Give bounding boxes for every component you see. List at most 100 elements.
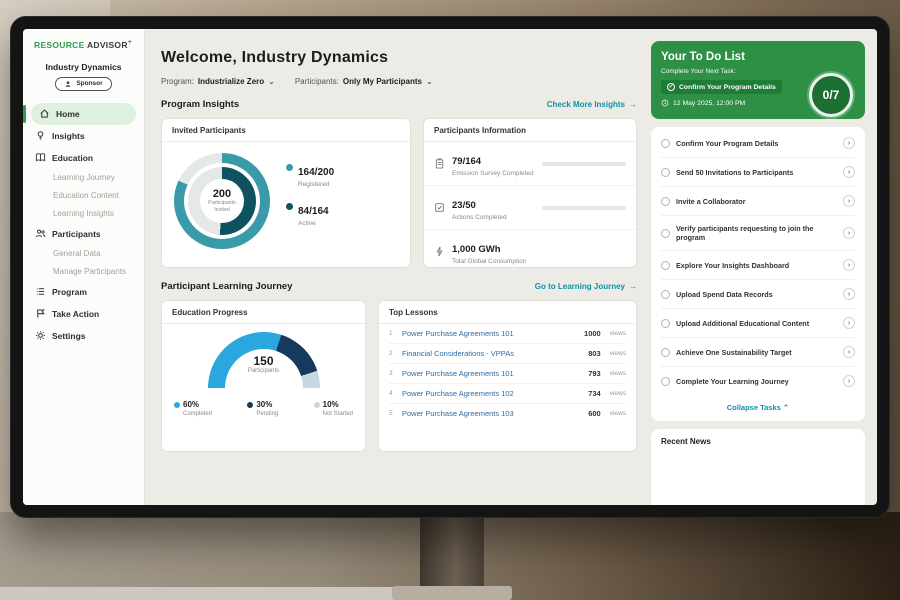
task-row[interactable]: Upload Spend Data Records › — [661, 280, 855, 309]
chevron-down-icon: ⌄ — [268, 77, 275, 86]
legend-label: Active — [298, 220, 316, 227]
lesson-rank: 1 — [389, 330, 393, 337]
caret-up-icon: ⌃ — [782, 403, 790, 412]
nav-label: Insights — [52, 130, 85, 141]
task-checkbox[interactable] — [661, 228, 670, 238]
sponsor-label: Sponsor — [76, 80, 103, 88]
energy-bolt-icon — [436, 246, 443, 257]
legend-pct: 10% — [322, 400, 339, 409]
sidebar-item-manage-participants[interactable]: Manage Participants — [53, 267, 126, 277]
chevron-right-icon[interactable]: › — [843, 288, 855, 300]
todo-progress-value: 0/7 — [822, 88, 840, 102]
task-checkbox[interactable] — [661, 196, 670, 206]
sidebar-item-participants[interactable]: Participants — [23, 223, 144, 245]
sidebar-item-education[interactable]: Education — [23, 147, 144, 169]
lesson-link[interactable]: Power Purchase Agreements 103 — [402, 409, 514, 418]
task-row[interactable]: Send 50 Invitations to Participants › — [661, 158, 855, 187]
sidebar-item-program[interactable]: Program — [23, 281, 144, 303]
stat-row: 1,000 GWh Total Global Consumption — [424, 230, 636, 267]
person-icon — [65, 81, 71, 87]
task-label: Upload Additional Educational Content — [676, 318, 810, 328]
lesson-link[interactable]: Financial Considerations - VPPAs — [402, 349, 514, 358]
task-checkbox[interactable] — [661, 167, 670, 177]
chevron-right-icon[interactable]: › — [843, 317, 855, 329]
check-more-insights-link[interactable]: Check More Insights → — [547, 100, 637, 109]
sidebar-item-learning-journey[interactable]: Learning Journey — [53, 173, 115, 183]
participants-dropdown[interactable]: Participants: Only My Participants ⌄ — [295, 77, 433, 86]
lesson-link[interactable]: Power Purchase Agreements 101 — [402, 329, 514, 338]
task-checkbox[interactable] — [661, 347, 670, 357]
filters-row: Program: Industrialize Zero ⌄ Participan… — [161, 77, 637, 86]
chevron-right-icon[interactable]: › — [843, 227, 855, 239]
nav-label: Education — [52, 152, 94, 163]
chevron-right-icon[interactable]: › — [843, 195, 855, 207]
stat-label: Emission Survey Completed — [452, 169, 534, 177]
chevron-right-icon[interactable]: › — [843, 166, 855, 178]
participants-label: Participants: — [294, 77, 339, 86]
sidebar-item-general-data[interactable]: General Data — [53, 249, 101, 259]
right-panel: Your To Do List Complete Your Next Task:… — [651, 29, 877, 505]
lesson-link[interactable]: Power Purchase Agreements 101 — [402, 369, 514, 378]
progress-bar — [542, 161, 626, 166]
stat-value: 23/50 — [452, 199, 476, 211]
collapse-tasks-link[interactable]: Collapse Tasks ⌃ — [661, 395, 855, 419]
gauge-label: Participants — [247, 368, 280, 374]
task-row[interactable]: Complete Your Learning Journey › — [661, 367, 855, 395]
lesson-row: 5 Power Purchase Agreements 103 600 view… — [389, 404, 626, 423]
task-label: Upload Spend Data Records — [676, 289, 773, 299]
donut-legend: 164/200 Registered 84/164 Active — [286, 162, 334, 240]
lesson-rank: 2 — [389, 350, 393, 357]
task-checkbox[interactable] — [661, 376, 670, 386]
task-label: Invite a Collaborator — [676, 196, 746, 206]
chevron-right-icon[interactable]: › — [843, 259, 855, 271]
invited-participants-card: Invited Participants 200 Participants In… — [161, 118, 411, 268]
lesson-views-word: views — [609, 350, 626, 357]
participants-value: Only My Participants — [342, 77, 423, 86]
nav-label: Program — [52, 286, 87, 297]
task-checkbox[interactable] — [661, 289, 670, 299]
legend-item: 84/164 Active — [286, 201, 334, 227]
task-label: Achieve One Sustainability Target — [676, 347, 792, 357]
brand-logo: RESOURCE ADVISOR+ — [23, 39, 144, 50]
donut-center-label: Participants Invited — [208, 200, 236, 213]
legend-dot — [286, 164, 293, 171]
chevron-right-icon[interactable]: › — [843, 375, 855, 387]
organization-name: Industry Dynamics — [45, 61, 122, 72]
stat-label: Total Global Consumption — [452, 257, 527, 265]
task-row[interactable]: Achieve One Sustainability Target › — [661, 338, 855, 367]
due-time-label: 12 May 2025, 12:00 PM — [673, 99, 746, 107]
task-checkbox[interactable] — [661, 260, 670, 270]
chevron-right-icon[interactable]: › — [843, 346, 855, 358]
task-row[interactable]: Explore Your Insights Dashboard › — [661, 251, 855, 280]
sidebar-item-settings[interactable]: Settings — [23, 325, 144, 347]
next-task-pill[interactable]: ✓ Confirm Your Program Details — [661, 80, 782, 94]
nav-label: Take Action — [52, 308, 100, 319]
lesson-views-word: views — [609, 330, 626, 337]
sidebar-item-take-action[interactable]: Take Action — [23, 303, 144, 325]
lesson-views: 600 — [588, 409, 601, 418]
legend-value: 84/164 — [298, 206, 329, 217]
lesson-views-word: views — [609, 370, 626, 377]
lesson-link[interactable]: Power Purchase Agreements 102 — [402, 389, 514, 398]
link-label: Go to Learning Journey — [534, 282, 625, 291]
todo-progress-ring: 0/7 — [809, 73, 853, 117]
go-to-learning-journey-link[interactable]: Go to Learning Journey → — [535, 282, 637, 291]
sidebar-item-insights[interactable]: Insights — [23, 125, 144, 147]
task-checkbox[interactable] — [661, 318, 670, 328]
task-row[interactable]: Upload Additional Educational Content › — [661, 309, 855, 338]
task-checkbox[interactable] — [661, 138, 670, 148]
program-dropdown[interactable]: Program: Industrialize Zero ⌄ — [161, 77, 275, 86]
task-row[interactable]: Invite a Collaborator › — [661, 187, 855, 216]
chevron-right-icon[interactable]: › — [843, 137, 855, 149]
legend-label: Completed — [183, 411, 213, 417]
lesson-list: 1 Power Purchase Agreements 101 1000 vie… — [379, 324, 636, 423]
task-label: Send 50 Invitations to Participants — [676, 167, 794, 177]
sidebar-item-learning-insights[interactable]: Learning Insights — [53, 209, 114, 219]
gear-icon — [36, 331, 45, 341]
task-row[interactable]: Confirm Your Program Details › — [661, 129, 855, 158]
task-row[interactable]: Verify participants requesting to join t… — [661, 216, 855, 251]
lesson-views-word: views — [609, 410, 626, 417]
lesson-views: 1000 — [584, 329, 601, 338]
sidebar-item-home[interactable]: Home — [23, 102, 136, 125]
sidebar-item-education-content[interactable]: Education Content — [53, 191, 119, 201]
